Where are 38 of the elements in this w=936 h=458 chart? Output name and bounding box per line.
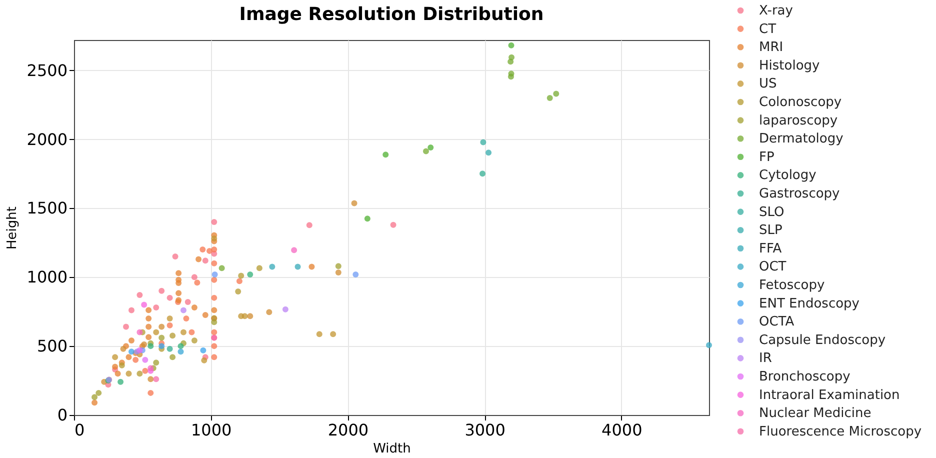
legend-label: Colonoscopy [759,95,842,110]
y-tick-label: 0 [57,406,68,424]
x-tick-label: 2000 [328,420,369,440]
legend-label: Bronchoscopy [759,370,851,384]
legend-label: OCT [759,260,786,275]
legend-label: X-ray [759,4,794,18]
legend-label: IR [759,351,772,366]
legend-label: Nuclear Medicine [759,406,872,422]
legend-label: ENT Endoscopy [759,296,860,312]
legend-label: CT [759,22,776,37]
legend-label: US [759,76,777,92]
chart-title: Image Resolution Distribution [239,4,544,25]
legend-label: Histology [759,58,820,74]
x-tick-label: 1000 [190,420,232,440]
legend-label: Fetoscopy [759,278,825,293]
x-tick-label: 3000 [464,420,506,440]
legend-label: Dermatology [759,132,844,147]
legend-label: Capsule Endoscopy [759,332,886,348]
legend-label: OCTA [759,314,794,330]
legend-label: Cytology [759,168,817,184]
y-tick-label: 1500 [26,198,68,218]
legend-label: Fluorescence Microscopy [759,424,922,440]
y-tick-label: 2000 [26,130,68,149]
y-tick-label: 1000 [26,268,68,287]
y-tick-label: 500 [36,336,68,356]
x-tick-label: 0 [74,420,85,440]
legend-label: FFA [759,241,782,256]
x-axis-title: Width [373,442,411,456]
legend-label: SLO [759,204,784,220]
x-tick-label: 4000 [602,420,642,440]
y-axis-title: Height [4,206,20,250]
y-tick-label: 2500 [26,60,68,80]
legend-label: Intraoral Examination [759,388,900,403]
legend-label: Gastroscopy [759,186,840,202]
legend-label: SLP [759,223,782,238]
legend-label: MRI [759,40,784,56]
legend-label: laparoscopy [759,113,838,128]
legend-label: FP [759,150,774,165]
